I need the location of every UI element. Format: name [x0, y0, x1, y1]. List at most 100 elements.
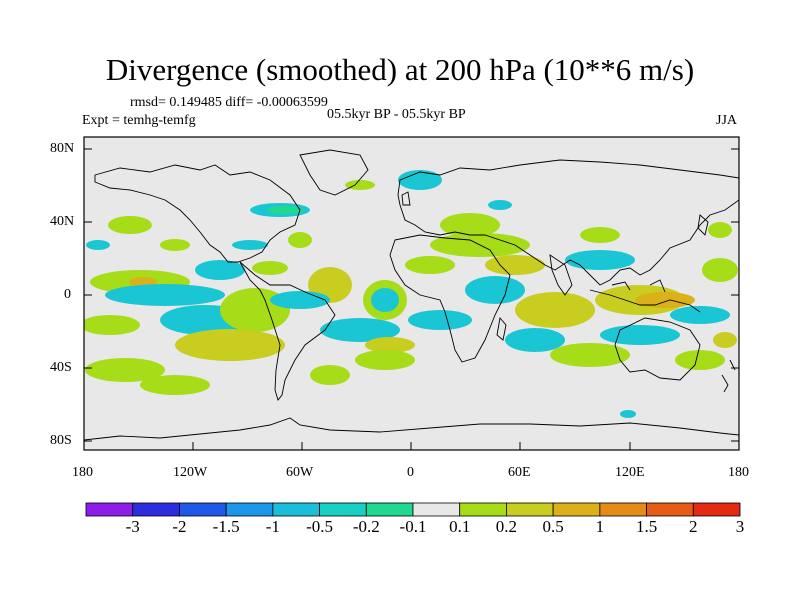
colorbar-tick-label: -3: [125, 517, 140, 536]
field-patch: [398, 170, 442, 190]
colorbar-tick-label: -2: [172, 517, 187, 536]
field-patch: [365, 337, 415, 353]
colorbar-tick-label: -0.1: [399, 517, 427, 536]
lat-label: 80N: [50, 141, 75, 156]
field-patch: [288, 232, 312, 248]
colorbar-tick-label: 0.5: [542, 517, 564, 536]
coastline-north-america: [94, 164, 301, 263]
field-patch: [675, 350, 725, 370]
colorbar-swatch: [692, 502, 741, 517]
lon-label: 120E: [615, 465, 645, 480]
field-patch: [465, 276, 525, 304]
colorbar-tick-label: 1: [595, 517, 605, 536]
axis-ticks: [83, 148, 740, 450]
coastline-madagascar: [496, 316, 507, 341]
field-patch: [713, 332, 737, 348]
experiment-label: Expt = temhg-temfg: [82, 113, 196, 128]
field-patch: [515, 292, 595, 328]
lon-label: 180: [728, 465, 749, 480]
colorbar-tick-label: 2: [689, 517, 698, 536]
lat-label: 40S: [50, 360, 72, 375]
field-patch: [108, 216, 152, 234]
coastline-africa: [389, 234, 511, 363]
lon-label: 0: [407, 465, 414, 480]
field-patch: [232, 240, 268, 250]
field-patch: [620, 410, 636, 418]
colorbar-tick-label: -1.5: [212, 517, 240, 536]
field-patch: [371, 288, 399, 312]
field-patch: [702, 258, 738, 282]
field-patch: [310, 365, 350, 385]
colorbar-swatch: [225, 502, 274, 517]
coastline-india: [549, 254, 573, 296]
lat-label: 0: [64, 287, 71, 302]
field-patch: [440, 213, 500, 237]
field-patch: [408, 310, 472, 330]
stats-label: rmsd= 0.149485 diff= -0.00063599: [130, 95, 328, 110]
colorbar-swatch: [85, 502, 134, 517]
coastline-south-america: [239, 261, 336, 401]
colorbar-swatch: [599, 502, 647, 517]
field-patch: [580, 227, 620, 243]
colorbar-tick-label: -0.2: [352, 517, 380, 536]
period-label: 05.5kyr BP - 05.5kyr BP: [327, 107, 466, 122]
field-patch: [84, 315, 140, 335]
lon-label: 180: [72, 465, 93, 480]
field-patch: [175, 329, 285, 361]
lat-label: 80S: [50, 433, 72, 448]
colorbar-tick-label: -1: [265, 517, 280, 536]
field-patch: [270, 291, 330, 309]
coastline-antarctica: [84, 417, 739, 441]
colorbar-swatch: [459, 502, 507, 517]
field-patch: [345, 180, 375, 190]
season-label: JJA: [716, 113, 738, 128]
colorbar-tick-label: 0.2: [495, 517, 518, 536]
field-patch: [600, 325, 680, 345]
coastlines: [84, 149, 739, 441]
colorbar: [85, 502, 741, 517]
field-patch: [670, 306, 730, 324]
lat-label: 40N: [50, 214, 75, 229]
field-patch: [160, 239, 190, 251]
field-patch: [550, 343, 630, 367]
divergence-field: [84, 170, 738, 418]
field-patch: [635, 292, 695, 308]
field-patch: [86, 240, 110, 250]
plot-title: Divergence (smoothed) at 200 hPa (10**6 …: [105, 52, 695, 87]
field-patch: [485, 255, 545, 275]
field-patch: [195, 260, 245, 280]
colorbar-tick-label: -0.5: [306, 517, 334, 536]
colorbar-swatch: [552, 502, 601, 517]
coastline-indonesia: [589, 279, 701, 313]
colorbar-tick-label: 1.5: [635, 517, 658, 536]
field-patch: [140, 375, 210, 395]
coastline-eurasia: [397, 159, 739, 286]
colorbar-swatch: [132, 502, 180, 517]
coastline-japan: [697, 214, 709, 236]
lon-label: 60E: [508, 465, 531, 480]
coastline-australia: [614, 317, 701, 381]
field-patch: [105, 284, 225, 306]
field-patch: [355, 350, 415, 370]
lon-label: 60W: [286, 465, 314, 480]
field-patch: [565, 250, 635, 270]
field-patch: [320, 318, 400, 342]
colorbar-swatch: [272, 502, 320, 517]
colorbar-swatch: [506, 502, 554, 517]
colorbar-swatch: [179, 502, 227, 517]
field-patch: [505, 328, 565, 352]
field-patch: [252, 261, 288, 275]
colorbar-swatch: [412, 502, 461, 517]
colorbar-swatch: [646, 502, 694, 517]
colorbar-tick-label: 0.1: [449, 517, 471, 536]
coastline-uk: [401, 191, 411, 206]
field-patch: [488, 200, 512, 210]
field-patch: [267, 206, 303, 214]
field-patch: [708, 222, 732, 238]
colorbar-swatch: [365, 502, 414, 517]
colorbar-tick-label: 3: [735, 517, 745, 536]
colorbar-swatch: [319, 502, 367, 517]
field-patch: [405, 256, 455, 274]
lon-label: 120W: [173, 465, 208, 480]
